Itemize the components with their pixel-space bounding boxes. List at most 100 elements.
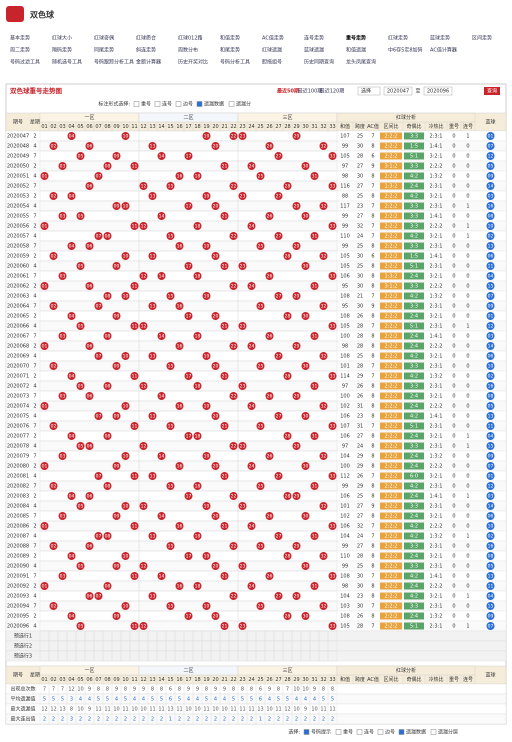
option-text[interactable]: 重号 — [343, 729, 353, 736]
analysis-value: 2:3:1 — [430, 244, 443, 250]
option-text[interactable]: 连号 — [162, 101, 172, 108]
red-ball-number: 25 — [258, 484, 264, 490]
from-text[interactable]: 2020047 — [387, 89, 409, 95]
red-ball-number: 20 — [213, 204, 219, 210]
nav-link[interactable]: 胆拖组号 — [262, 59, 282, 66]
red-ball — [274, 152, 283, 160]
nav-link[interactable]: 红球012路 — [178, 35, 203, 42]
analysis-value: 2:2:2 — [385, 434, 398, 440]
nav-link[interactable]: 历史开奖对比 — [178, 59, 208, 66]
checkbox[interactable] — [133, 101, 140, 107]
analysis-value: 4:2 — [410, 354, 418, 360]
nav-link[interactable]: 号码跟踪分析工具 — [94, 59, 134, 66]
red-col-label: 06 — [86, 677, 92, 683]
nav-link[interactable]: AC值走势 — [262, 35, 284, 42]
option-text[interactable]: 号码提示 — [311, 729, 331, 736]
nav-link[interactable]: 和值走势 — [220, 35, 240, 42]
nav-link[interactable]: 蓝球遗漏 — [304, 47, 324, 54]
to-text[interactable]: 2020096 — [427, 89, 449, 95]
checkbox[interactable] — [377, 729, 384, 735]
checkbox[interactable] — [335, 729, 342, 735]
option-text[interactable]: 连号 — [364, 729, 374, 736]
analysis-value: 28 — [357, 624, 363, 630]
red-col-label: 02 — [50, 677, 56, 683]
red-col-label: 30 — [302, 677, 308, 683]
option-text[interactable]: 遗漏数据 — [406, 729, 426, 736]
checkbox[interactable] — [356, 729, 363, 735]
nav-link[interactable]: 金额计算器 — [136, 59, 161, 66]
nav-link[interactable]: 红球走势 — [388, 35, 408, 42]
analysis-value: 3:3 — [410, 204, 418, 210]
option-text[interactable]: 重号 — [141, 101, 151, 108]
checkbox[interactable] — [228, 101, 235, 107]
checkbox[interactable] — [303, 729, 310, 735]
nav-link[interactable]: 基本走势 — [10, 35, 30, 42]
option-text[interactable]: 边号 — [385, 729, 395, 736]
red-ball-number: 09 — [114, 514, 120, 520]
stats-value: 11 — [95, 707, 101, 713]
red-ball — [175, 342, 184, 350]
red-ball — [319, 402, 328, 410]
recent-link[interactable]: 最近100期 — [298, 88, 323, 95]
red-ball-number: 23 — [240, 444, 246, 450]
ratio-bg — [404, 452, 424, 460]
red-ball-number: 31 — [312, 174, 318, 180]
option-text[interactable]: 遗漏分层 — [438, 729, 458, 736]
checkbox[interactable] — [154, 101, 161, 107]
analysis-value: 2:2:2 — [430, 584, 443, 590]
nav-link[interactable]: 斜连走势 — [136, 47, 156, 54]
red-col-label: 24 — [248, 677, 254, 683]
checkbox[interactable] — [175, 101, 182, 107]
select-text[interactable]: 选择 — [361, 88, 371, 95]
stats-value: 5 — [160, 697, 163, 703]
red-ball-number: 02 — [51, 254, 57, 260]
red-ball — [193, 332, 202, 340]
analysis-value: 107 — [340, 134, 350, 140]
nav-link[interactable]: 红球奇偶 — [94, 35, 114, 42]
red-ball — [49, 142, 58, 150]
nav-link[interactable]: 周数分布 — [178, 47, 198, 54]
query-text[interactable]: 查询 — [487, 88, 497, 95]
nav-link[interactable]: 和值遗漏 — [346, 47, 366, 54]
nav-link[interactable]: 龙头凤尾查询 — [346, 59, 376, 66]
recent-link[interactable]: 最近50期 — [277, 88, 299, 95]
nav-link[interactable]: 红球大小 — [52, 35, 72, 42]
analysis-value: 2:2:2 — [385, 424, 398, 430]
checkbox[interactable] — [196, 101, 203, 107]
stats-value: 2 — [52, 717, 55, 723]
red-ball — [94, 302, 103, 310]
red-ball-number: 24 — [249, 584, 255, 590]
option-text[interactable]: 边号 — [183, 101, 193, 108]
nav-link[interactable]: 红球遗漏 — [262, 47, 282, 54]
option-text[interactable]: 遗漏分 — [236, 101, 251, 108]
nav-link[interactable]: 随机选号工具 — [52, 59, 82, 66]
nav-link[interactable]: 隔码走势 — [52, 47, 72, 54]
nav-link[interactable]: 连号走势 — [304, 35, 324, 42]
nav-link[interactable]: 号码过滤工具 — [10, 59, 40, 66]
nav-link[interactable]: 周二走势 — [10, 47, 30, 54]
nav-link[interactable]: 区间走势 — [472, 35, 492, 42]
red-ball-number: 17 — [186, 434, 192, 440]
ratio-bg — [380, 212, 402, 220]
option-text[interactable]: 遗漏数据 — [204, 101, 224, 108]
nav-link[interactable]: 同尾走势 — [94, 47, 114, 54]
red-ball — [103, 332, 112, 340]
nav-link[interactable]: 中6存5定8加码 — [388, 47, 423, 54]
analysis-value: 0 — [452, 434, 455, 440]
recent-link[interactable]: 最近120期 — [320, 88, 345, 95]
nav-link[interactable]: 重号走势 — [346, 35, 366, 42]
nav-link[interactable]: 号码分析工具 — [220, 59, 250, 66]
checkbox[interactable] — [398, 729, 405, 735]
weekday: 2 — [33, 524, 36, 530]
red-col-label: 02 — [50, 124, 56, 130]
nav-link[interactable]: 蓝球走势 — [430, 35, 450, 42]
red-col-label: 31 — [311, 677, 317, 683]
red-col-label: 14 — [158, 677, 164, 683]
red-ball — [292, 132, 301, 140]
nav-link[interactable]: 和尾走势 — [220, 47, 240, 54]
red-ball-number: 19 — [204, 134, 210, 140]
nav-link[interactable]: 历史同期查询 — [304, 59, 334, 66]
nav-link[interactable]: 红球质合 — [136, 35, 156, 42]
checkbox[interactable] — [430, 729, 437, 735]
nav-link[interactable]: AC值计算器 — [430, 47, 457, 54]
